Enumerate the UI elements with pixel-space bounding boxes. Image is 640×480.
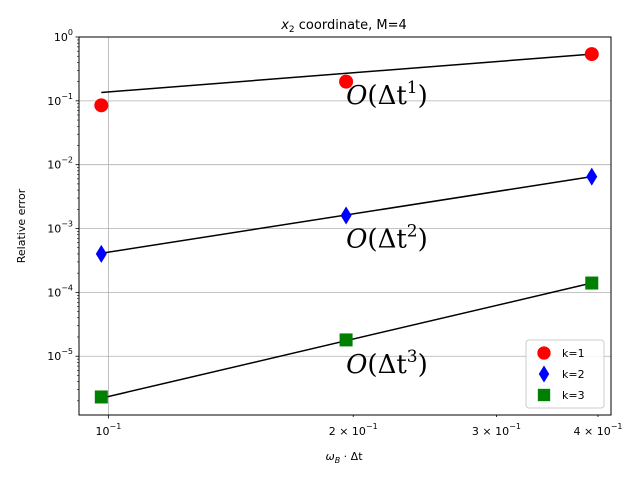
- y-tick-label: 10−3: [47, 220, 73, 236]
- data-point-k=3: [94, 390, 108, 404]
- x-axis-label: ωB · Δt: [325, 450, 363, 465]
- y-tick-base: 10: [47, 95, 61, 108]
- data-point-k=1: [94, 98, 109, 113]
- title-rest: coordinate, M=4: [295, 18, 407, 33]
- annotation-big-o: O: [346, 350, 367, 380]
- legend-item-k=2: k=2: [538, 365, 585, 383]
- legend-label: k=1: [562, 347, 585, 360]
- data-point-k=1: [339, 74, 354, 89]
- y-tick-exponent: −1: [61, 92, 73, 101]
- annotation-close-paren: ): [418, 225, 428, 255]
- annotation-open-paren: (: [367, 350, 377, 380]
- fit-line-k=1: [101, 53, 592, 94]
- annotation-big-o: O: [346, 81, 367, 111]
- data-point-k=1: [584, 47, 599, 62]
- annotation-layer: O(Δt1)O(Δt2)O(Δt3): [346, 78, 428, 380]
- y-tick-base: 10: [47, 159, 61, 172]
- x-tick-label: 10−1: [96, 422, 122, 438]
- x-tick-base: 10: [96, 425, 110, 438]
- x-tick-exponent: −1: [509, 422, 521, 431]
- legend: k=1 k=2 k=3: [525, 339, 605, 409]
- y-tick-base: 10: [54, 31, 68, 44]
- y-tick-base: 10: [47, 286, 61, 299]
- y-tick-exponent: −2: [61, 156, 73, 165]
- chart-title: x2 coordinate, M=4: [280, 18, 407, 35]
- annotation-variable: Δt: [378, 350, 408, 380]
- annotation-variable: Δt: [378, 81, 408, 111]
- annotation-close-paren: ): [418, 350, 428, 380]
- order-annotation-k=3: O(Δt3): [346, 347, 428, 380]
- xlabel-omega: ω: [325, 450, 334, 463]
- plot-frame: [78, 36, 612, 416]
- legend-label: k=2: [562, 368, 585, 381]
- y-tick-base: 10: [47, 223, 61, 236]
- y-tick-label: 10−5: [47, 347, 73, 363]
- data-point-k=3: [585, 276, 599, 290]
- x-tick-label: 2 × 10−1: [329, 422, 378, 438]
- y-tick-label: 10−2: [47, 156, 73, 172]
- data-point-k=2: [340, 206, 352, 225]
- annotation-big-o: O: [346, 225, 367, 255]
- annotation-close-paren: ): [418, 81, 428, 111]
- legend-item-k=3: k=3: [537, 388, 585, 402]
- x-tick-exponent: −1: [110, 422, 122, 431]
- legend-marker-k=2: [538, 365, 550, 383]
- legend-label: k=3: [562, 389, 585, 402]
- y-tick-exponent: −5: [61, 347, 73, 356]
- annotation-exponent: 2: [407, 222, 418, 242]
- data-point-k=3: [339, 333, 353, 347]
- annotation-variable: Δt: [378, 225, 408, 255]
- legend-marker-k=1: [537, 346, 551, 360]
- x-tick-base: 3 × 10: [472, 425, 509, 438]
- title-variable: x: [280, 18, 289, 33]
- annotation-open-paren: (: [367, 81, 377, 111]
- xlabel-rest: · Δt: [340, 450, 363, 463]
- x-tick-exponent: −1: [366, 422, 378, 431]
- legend-item-k=1: k=1: [537, 346, 585, 360]
- annotation-exponent: 3: [407, 347, 418, 367]
- y-tick-exponent: −3: [61, 220, 73, 229]
- order-annotation-k=2: O(Δt2): [346, 222, 428, 255]
- annotation-exponent: 1: [407, 78, 418, 98]
- y-tick-label: 100: [54, 28, 73, 44]
- legend-marker-k=3: [537, 388, 551, 402]
- title-subscript: 2: [289, 25, 295, 35]
- x-tick-label: 4 × 10−1: [573, 422, 622, 438]
- data-point-k=2: [586, 167, 598, 186]
- x-tick-label: 3 × 10−1: [472, 422, 521, 438]
- x-tick-base: 2 × 10: [329, 425, 366, 438]
- y-tick-label: 10−4: [47, 283, 73, 299]
- annotation-open-paren: (: [367, 225, 377, 255]
- xlabel-subscript: B: [335, 456, 341, 465]
- y-tick-exponent: −4: [61, 283, 73, 292]
- marker-layer: [94, 47, 599, 404]
- y-tick-exponent: 0: [68, 28, 73, 37]
- tick-layer: 10−1 2 × 10−1 3 × 10−1 4 × 10−110−510−410−3…: [47, 28, 622, 438]
- data-point-k=2: [95, 244, 107, 263]
- order-annotation-k=1: O(Δt1): [346, 78, 428, 111]
- x-tick-base: 4 × 10: [573, 425, 610, 438]
- y-axis-label: Relative error: [15, 188, 28, 263]
- y-tick-base: 10: [47, 350, 61, 363]
- y-tick-label: 10−1: [47, 92, 73, 108]
- x-tick-exponent: −1: [611, 422, 623, 431]
